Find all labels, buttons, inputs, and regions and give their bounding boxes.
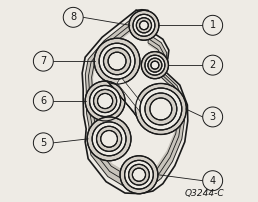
Circle shape <box>94 89 117 113</box>
Circle shape <box>33 133 53 153</box>
Circle shape <box>85 81 125 121</box>
Circle shape <box>133 14 155 36</box>
Circle shape <box>63 7 83 27</box>
Circle shape <box>203 171 223 191</box>
Circle shape <box>141 52 168 79</box>
Circle shape <box>140 88 182 130</box>
Text: Q3244-C: Q3244-C <box>185 189 224 198</box>
Text: 2: 2 <box>209 60 216 70</box>
Circle shape <box>128 164 149 185</box>
Circle shape <box>132 168 146 181</box>
Circle shape <box>94 38 140 84</box>
Polygon shape <box>88 20 181 182</box>
Circle shape <box>98 94 113 108</box>
Polygon shape <box>94 29 176 172</box>
Circle shape <box>101 130 117 147</box>
Text: 1: 1 <box>209 20 216 30</box>
Text: 4: 4 <box>209 176 216 186</box>
Text: 7: 7 <box>40 56 46 66</box>
Circle shape <box>203 55 223 75</box>
Polygon shape <box>117 77 145 113</box>
Polygon shape <box>82 10 188 194</box>
Polygon shape <box>85 15 184 188</box>
Circle shape <box>99 43 135 79</box>
Text: 5: 5 <box>40 138 46 148</box>
Circle shape <box>120 156 158 194</box>
Text: 8: 8 <box>70 12 76 22</box>
Circle shape <box>135 83 186 135</box>
Circle shape <box>150 98 172 120</box>
Text: 6: 6 <box>40 96 46 106</box>
Circle shape <box>140 21 148 30</box>
Polygon shape <box>92 25 178 176</box>
Circle shape <box>136 18 151 33</box>
Circle shape <box>108 52 126 70</box>
Circle shape <box>203 15 223 35</box>
Circle shape <box>148 58 162 72</box>
Circle shape <box>129 10 159 40</box>
Circle shape <box>103 48 131 75</box>
Circle shape <box>203 107 223 127</box>
Circle shape <box>92 122 126 156</box>
Circle shape <box>33 51 53 71</box>
Circle shape <box>87 117 131 161</box>
Circle shape <box>90 85 121 117</box>
Text: 3: 3 <box>209 112 216 122</box>
Circle shape <box>151 61 159 69</box>
Polygon shape <box>107 81 137 117</box>
Circle shape <box>33 91 53 111</box>
Circle shape <box>96 126 122 152</box>
Circle shape <box>145 93 177 125</box>
Circle shape <box>125 160 153 189</box>
Circle shape <box>145 55 165 75</box>
